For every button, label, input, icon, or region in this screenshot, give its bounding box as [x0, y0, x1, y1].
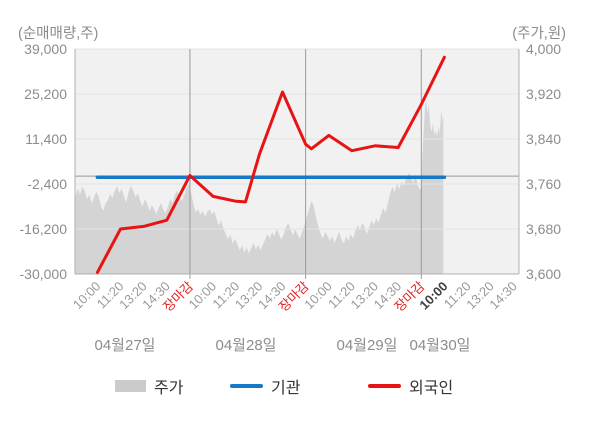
foreigner-line-swatch [368, 384, 401, 388]
legend-label-price: 주가 [154, 380, 184, 397]
left-axis-tick-label: 39,000 [24, 41, 67, 57]
legend-item-institution: 기관 [230, 374, 300, 398]
right-axis-tick-label: 3,920 [526, 86, 561, 102]
right-axis-title: (주가,원) [512, 25, 566, 42]
chart-legend: 주가 기관 외국인 [0, 374, 600, 404]
left-axis-tick-label: 25,200 [24, 86, 67, 102]
date-label: 04월29일 [337, 337, 398, 354]
right-axis-tick-label: 4,000 [526, 41, 561, 57]
right-axis-tick-label: 3,760 [526, 176, 561, 192]
left-axis-tick-label: -2,400 [27, 176, 67, 192]
left-axis-title: (순매매량,주) [18, 25, 98, 42]
legend-label-institution: 기관 [271, 380, 301, 397]
left-axis-tick-label: -30,000 [20, 266, 68, 282]
left-axis-tick-label: 11,400 [25, 131, 67, 147]
institution-line-swatch [230, 384, 263, 388]
x-tick-label-time: 14:30 [486, 279, 520, 313]
right-axis-tick-label: 3,680 [526, 221, 561, 237]
foreigner-line-series [95, 55, 446, 274]
chart-canvas: 39,000 25,200 11,400 -2,400 -16,200 -30,000 4,… [18, 25, 566, 354]
right-axis-tick-label: 3,840 [526, 131, 561, 147]
left-axis-tick-label: -16,200 [20, 221, 68, 237]
date-label: 04월28일 [216, 337, 277, 354]
date-label: 04월30일 [410, 337, 471, 354]
legend-label-foreigner: 외국인 [409, 380, 454, 397]
legend-item-price: 주가 [115, 374, 183, 398]
price-area-swatch [115, 380, 146, 392]
date-label: 04월27일 [95, 337, 156, 354]
legend-item-foreigner: 외국인 [368, 374, 453, 398]
price-area-series [75, 99, 444, 274]
right-axis-tick-label: 3,600 [526, 266, 561, 282]
